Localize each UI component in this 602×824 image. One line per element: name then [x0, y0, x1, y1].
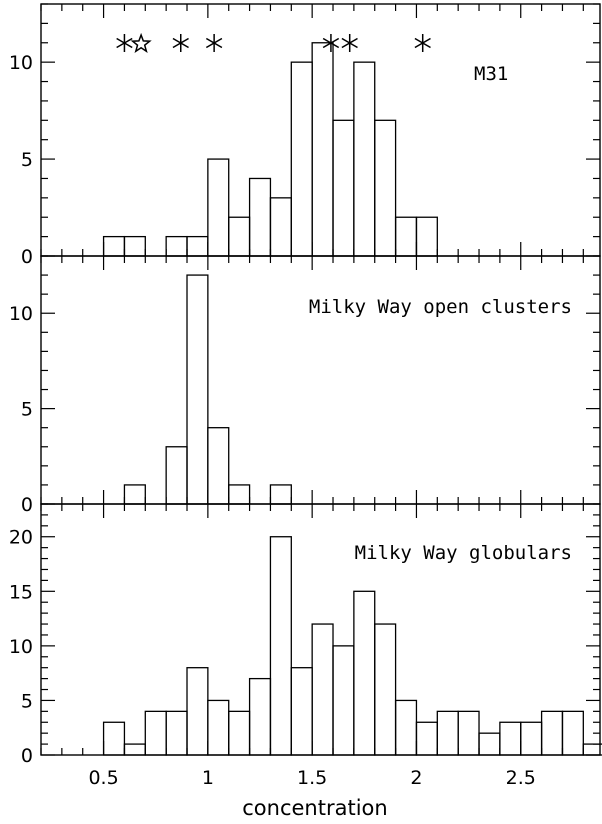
histogram-bar [228, 710, 251, 756]
histogram-bar [332, 119, 355, 257]
histogram-bar [478, 732, 501, 756]
histogram-bar [165, 710, 188, 756]
y-tick-label: 0 [21, 494, 33, 516]
histogram-bar [311, 623, 334, 756]
y-tick-label: 15 [9, 581, 33, 603]
panel-label: M31 [474, 63, 508, 85]
histogram-bar [415, 216, 438, 257]
histogram-bar [248, 677, 272, 756]
histogram-bar [144, 710, 167, 756]
histogram-bar [353, 590, 376, 756]
histogram-bar [102, 721, 126, 756]
histogram-bar [290, 667, 313, 756]
histogram-bar [394, 699, 418, 756]
y-tick-label: 5 [21, 690, 33, 712]
histogram-bar [102, 235, 126, 257]
histogram-bar [499, 721, 522, 756]
panel-open-clusters: 0 5 10 Milky Way open clusters [9, 255, 601, 516]
histogram-bar [207, 699, 230, 756]
panel-label: Milky Way globulars [355, 542, 572, 564]
histogram-bar [186, 274, 209, 505]
histogram-bar [332, 645, 355, 756]
histogram-bar [186, 667, 209, 756]
y-tick-label: 10 [9, 636, 33, 658]
histogram-bar [165, 235, 188, 257]
asterisk-marker [341, 34, 358, 52]
y-tick-label: 5 [21, 399, 33, 421]
histogram-bar [123, 743, 146, 756]
histogram-bar [123, 484, 146, 505]
panel-frame [40, 255, 601, 505]
asterisk-marker [116, 34, 133, 52]
asterisk-marker [205, 34, 223, 52]
histogram-bar [228, 216, 251, 257]
histogram-bar [436, 710, 459, 756]
histogram-bar [311, 42, 334, 257]
y-tick-label: 10 [9, 303, 33, 325]
histogram-bar [290, 61, 313, 257]
histogram-bar [269, 536, 292, 756]
histogram-bar [520, 721, 543, 756]
x-tick-label: 1.5 [297, 767, 327, 789]
x-axis-label: concentration [242, 796, 387, 820]
x-tick-label: 2.5 [506, 767, 536, 789]
y-tick-label: 5 [21, 149, 33, 171]
histogram-bar [207, 158, 230, 257]
histogram-bar [415, 721, 438, 756]
histogram-bar [540, 710, 564, 756]
panel-label: Milky Way open clusters [309, 296, 572, 318]
asterisk-marker [322, 34, 340, 52]
x-tick-label: 0.5 [88, 767, 118, 789]
histogram-bar [207, 427, 230, 505]
histogram-bar [353, 61, 376, 257]
histogram-bar [248, 177, 272, 257]
histogram-bar [228, 484, 251, 505]
histogram-bar [186, 235, 209, 257]
histogram-bar [123, 235, 146, 257]
histogram-bar [374, 623, 397, 756]
panel-m31: 0 5 10 M31 [9, 3, 601, 268]
asterisk-marker [414, 34, 431, 52]
x-tick-labels: 0.5 1 1.5 2 2.5 [88, 767, 535, 789]
histogram-bar [269, 484, 292, 505]
x-tick-label: 2 [410, 767, 422, 789]
open-star-marker [130, 32, 152, 54]
histogram-bar [269, 197, 292, 257]
y-tick-label: 0 [21, 246, 33, 268]
histogram-bar [561, 710, 584, 756]
panel-globulars: 0 5 10 15 20 Milky Way globulars [9, 503, 602, 767]
histogram-bar [374, 119, 397, 257]
y-tick-label: 20 [9, 527, 33, 549]
histogram-bar [457, 710, 480, 756]
y-tick-label: 10 [9, 52, 33, 74]
x-tick-label: 1 [202, 767, 214, 789]
histogram-bar [165, 446, 188, 505]
asterisk-marker [172, 34, 189, 52]
histogram-bar [394, 216, 418, 257]
histogram-bar [582, 743, 602, 756]
y-tick-label: 0 [21, 745, 33, 767]
